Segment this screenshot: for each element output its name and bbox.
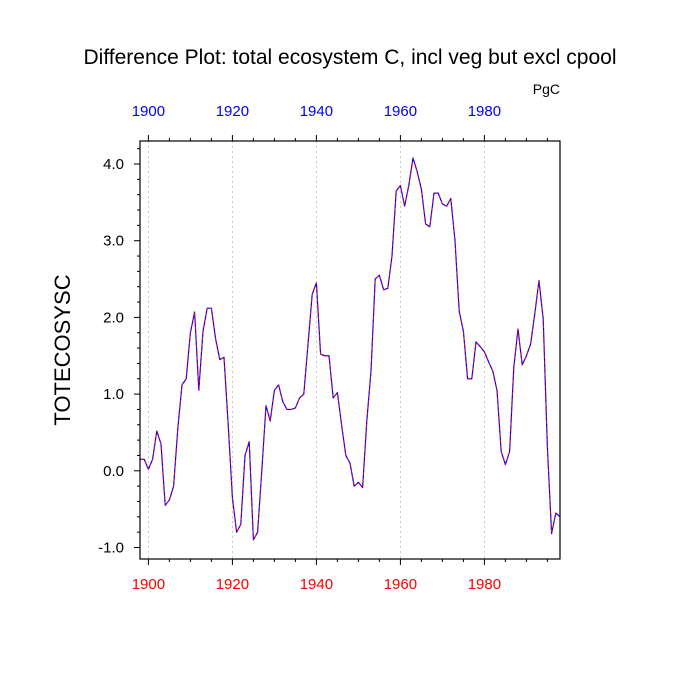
series-layer <box>140 157 561 541</box>
chart-title: Difference Plot: total ecosystem C, incl… <box>83 46 616 69</box>
axis-ticks <box>134 135 548 565</box>
units-label: PgC <box>533 81 560 97</box>
plot-frame <box>139 140 561 560</box>
y-axis-label: TOTECOSYSC <box>50 274 75 425</box>
y-tick-label: 1.0 <box>103 386 124 403</box>
x-tick-label-top: 1940 <box>300 103 333 120</box>
series-line <box>140 157 561 541</box>
x-tick-label-bottom: 1900 <box>132 576 165 593</box>
x-tick-label-bottom: 1940 <box>300 576 333 593</box>
x-tick-label-top: 1920 <box>216 103 249 120</box>
x-tick-label-top: 1960 <box>384 103 417 120</box>
y-tick-label: 3.0 <box>103 233 124 250</box>
y-tick-label: 2.0 <box>103 309 124 326</box>
grid-lines <box>147 141 485 559</box>
y-tick-label: 0.0 <box>103 463 124 480</box>
series-line-dash <box>140 157 561 541</box>
tick-labels: 1900 1900 1920 1920 1940 1940 1960 1960 1980 1980… <box>98 103 501 593</box>
x-tick-label-bottom: 1980 <box>468 576 501 593</box>
x-tick-label-bottom: 1960 <box>384 576 417 593</box>
x-tick-label-bottom: 1920 <box>216 576 249 593</box>
y-tick-label: -1.0 <box>98 539 124 556</box>
y-tick-label: 4.0 <box>103 156 124 173</box>
x-tick-label-top: 1980 <box>468 103 501 120</box>
x-tick-label-top: 1900 <box>132 103 165 120</box>
